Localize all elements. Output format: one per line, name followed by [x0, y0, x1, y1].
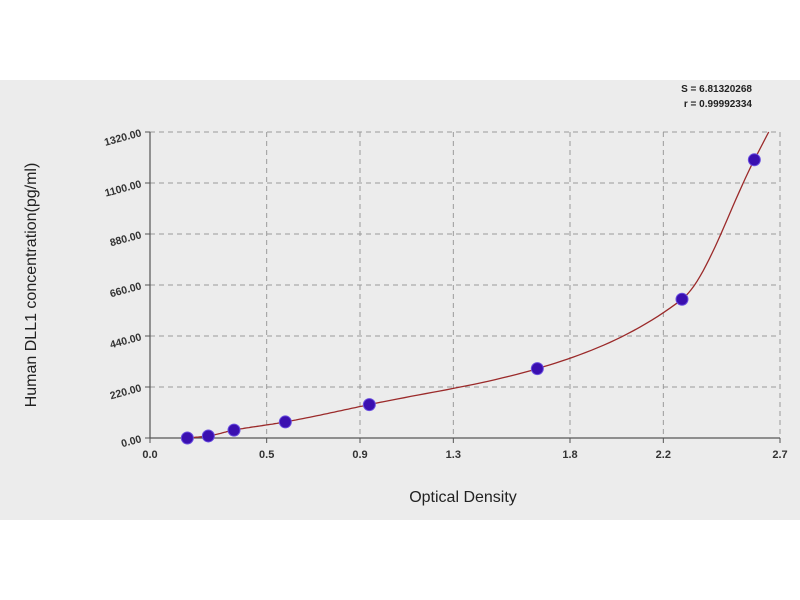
data-point [530, 362, 544, 376]
data-point [362, 398, 376, 412]
y-tick-label: 220.00 [109, 382, 143, 402]
y-axis-title: Human DLL1 concentration(pg/ml) [23, 163, 40, 408]
y-tick-labels: 0.00 220.00 440.00 660.00 880.00 1100.00 1320.… [103, 127, 150, 450]
stat-s-value: S = 6.81320268 [681, 84, 752, 95]
data-point [201, 429, 215, 443]
y-tick-label: 1100.00 [104, 178, 143, 199]
x-tick-labels: 0.0 0.5 0.9 1.3 1.8 2.2 2.7 [142, 438, 788, 461]
data-point [747, 153, 761, 167]
y-tick-label: 440.00 [109, 331, 143, 351]
x-tick-label: 1.3 [446, 449, 461, 461]
data-point [180, 431, 194, 445]
data-point [675, 292, 689, 306]
data-point [227, 423, 241, 437]
chart-panel: 0.00 220.00 440.00 660.00 880.00 1100.00 1320.… [0, 80, 800, 520]
data-points [180, 153, 761, 445]
x-tick-label: 0.9 [352, 449, 367, 461]
x-tick-label: 0.0 [142, 449, 157, 461]
plot-area [150, 132, 780, 438]
x-tick-label: 1.8 [562, 449, 577, 461]
y-tick-label: 1320.00 [103, 127, 143, 148]
x-tick-label: 2.2 [656, 449, 671, 461]
y-tick-label: 660.00 [109, 280, 143, 300]
y-tick-label: 0.00 [120, 433, 143, 450]
grid [150, 131, 781, 438]
x-axis-title: Optical Density [409, 489, 517, 506]
stat-r-value: r = 0.99992334 [684, 99, 753, 110]
dll1-standard-curve-chart: 0.00 220.00 440.00 660.00 880.00 1100.00 1320.… [23, 84, 788, 506]
data-point [278, 415, 292, 429]
y-tick-label: 880.00 [109, 229, 143, 249]
x-tick-label: 0.5 [259, 449, 274, 461]
x-tick-label: 2.7 [772, 449, 787, 461]
